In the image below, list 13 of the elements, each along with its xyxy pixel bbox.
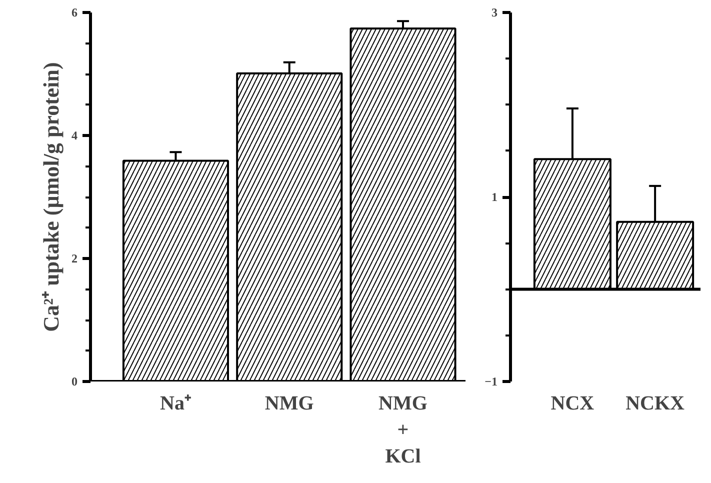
- y-tick-label: 0: [72, 374, 78, 388]
- y-tick-label: 3: [492, 6, 498, 20]
- y-tick-label: 2: [72, 252, 78, 266]
- x-tick-label: NCX: [550, 392, 595, 414]
- y-tick-label: 6: [72, 6, 78, 20]
- y-tick-label: 1: [492, 190, 498, 204]
- x-tick-label: NMG + KCl: [378, 392, 428, 468]
- y-tick-label: 4: [72, 128, 78, 142]
- y-tick-label: −1: [484, 374, 498, 388]
- x-tick-label: NMG: [264, 392, 314, 414]
- y-axis-title: Ca²⁺ uptake (µmol/g protein): [38, 62, 64, 332]
- x-tick-label: NCKX: [626, 392, 686, 414]
- x-tick-label: Na⁺: [160, 392, 192, 414]
